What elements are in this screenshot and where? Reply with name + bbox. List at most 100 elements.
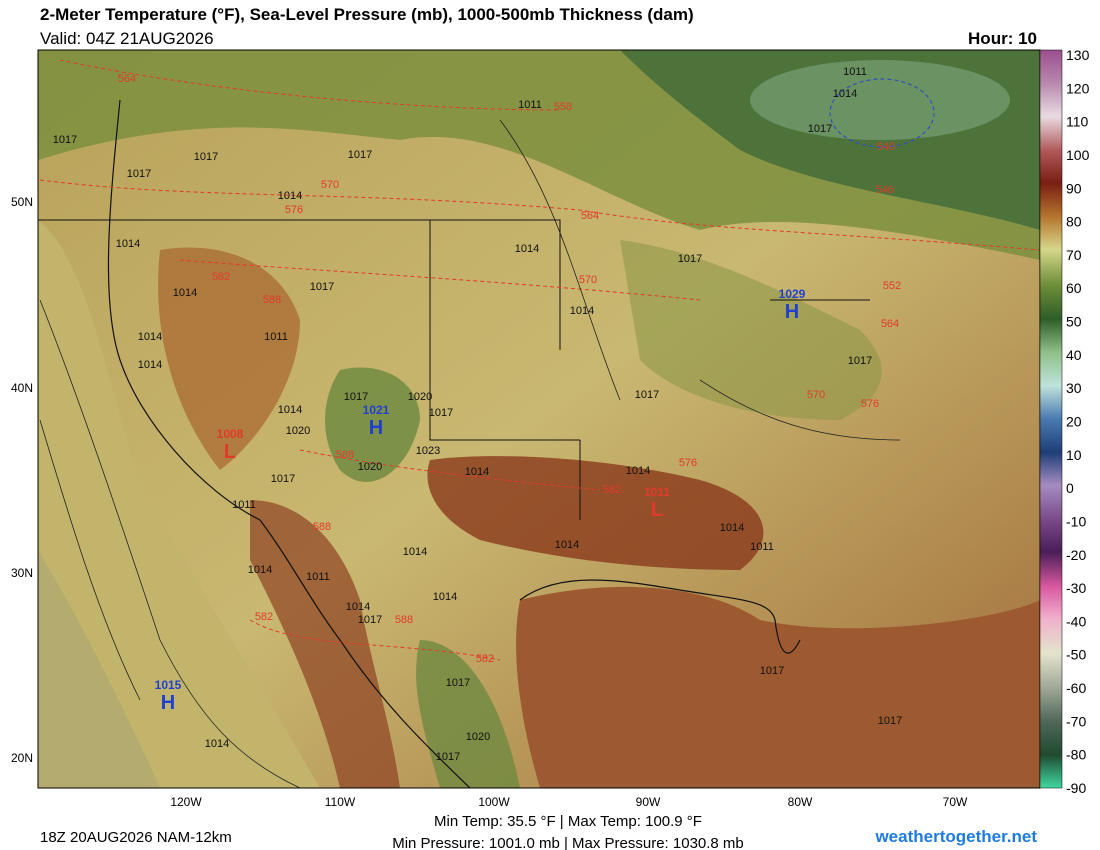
rockies-cool-region <box>325 367 420 482</box>
center-letter: L <box>651 499 663 521</box>
pressure-label: 1017 <box>344 391 368 403</box>
pressure-label: 1014 <box>173 287 197 299</box>
pressure-label: 1014 <box>403 546 427 558</box>
center-letter: H <box>369 417 383 439</box>
model-run: 18Z 20AUG2026 NAM-12km <box>40 829 232 846</box>
pressure-label: 1014 <box>555 539 579 551</box>
valid-time: Valid: 04Z 21AUG2026 <box>40 29 214 48</box>
map-area <box>38 50 1040 788</box>
colorbar-label: -80 <box>1066 747 1086 763</box>
colorbar-label: 80 <box>1066 214 1082 230</box>
thickness-label: 540 <box>877 141 895 153</box>
pressure-label: 1014 <box>570 305 594 317</box>
pressure-label: 1017 <box>310 281 334 293</box>
latitude-label: 30N <box>11 566 33 580</box>
thickness-label: 564 <box>118 73 136 85</box>
center-value: 1011 <box>644 485 670 499</box>
pacific-region <box>38 220 320 788</box>
pacific-south <box>38 550 160 788</box>
thickness-label: 588 <box>395 614 413 626</box>
colorbar-label: 60 <box>1066 280 1082 296</box>
pressure-label: 1014 <box>278 190 302 202</box>
colorbar-label: -10 <box>1066 513 1086 529</box>
pressure-label: 1017 <box>760 665 784 677</box>
colorbar-label: 70 <box>1066 247 1082 263</box>
pressure-label: 1020 <box>286 425 310 437</box>
pressure-label: 1014 <box>515 243 539 255</box>
longitude-label: 110W <box>325 795 356 809</box>
pressure-label: 1014 <box>833 88 857 100</box>
mexico-cool-region <box>416 640 520 788</box>
longitude-label: 100W <box>478 795 510 809</box>
center-value: 1015 <box>155 678 182 692</box>
thickness-label: 570 <box>807 389 825 401</box>
thickness-label: 558 <box>554 101 572 113</box>
colorbar-label: 10 <box>1066 447 1082 463</box>
pressure-label: 1014 <box>248 564 272 576</box>
pressure-label: 1017 <box>878 715 902 727</box>
colorbar-label: 120 <box>1066 80 1090 96</box>
pressure-label: 1017 <box>271 473 295 485</box>
thickness-label: 564 <box>581 210 599 222</box>
pressure-label: 1017 <box>194 151 218 163</box>
colorbar <box>1039 49 1063 789</box>
pressure-range: Min Pressure: 1001.0 mb | Max Pressure: … <box>392 835 744 850</box>
pressure-label: 1014 <box>465 466 489 478</box>
border-lines <box>38 219 870 520</box>
pressure-label: 1020 <box>358 461 382 473</box>
pressure-label: 1017 <box>848 355 872 367</box>
center-value: 1029 <box>779 287 806 301</box>
thickness-contours <box>39 59 1040 661</box>
pressure-label: 1011 <box>843 66 867 78</box>
pressure-label: 1017 <box>348 149 372 161</box>
west-hot-region <box>158 247 300 470</box>
thickness-label: 564 <box>881 318 899 330</box>
colorbar-label: -20 <box>1066 547 1086 563</box>
thickness-label: 582 <box>476 653 494 665</box>
pressure-label: 1011 <box>518 99 542 111</box>
site-credit: weathertogether.net <box>874 827 1037 846</box>
pressure-label: 1014 <box>626 465 650 477</box>
thickness-label: 588 <box>263 294 281 306</box>
gulf-coastline <box>519 579 801 654</box>
thickness-label: 576 <box>679 457 697 469</box>
thickness-label: 582 <box>603 484 621 496</box>
temperature-range: Min Temp: 35.5 °F | Max Temp: 100.9 °F <box>434 813 702 830</box>
pressure-label: 1011 <box>750 541 774 553</box>
pressure-label: 1014 <box>346 601 370 613</box>
thickness-label: 570 <box>321 179 339 191</box>
colorbar-label: -30 <box>1066 580 1086 596</box>
pressure-label: 1017 <box>53 134 77 146</box>
center-value: 1021 <box>363 403 390 417</box>
thickness-label: 582 <box>255 611 273 623</box>
colorbar-label: -70 <box>1066 713 1086 729</box>
thickness-label: 570 <box>579 274 597 286</box>
pressure-label: 1014 <box>720 522 744 534</box>
pressure-contours <box>39 119 901 788</box>
closed-thickness-contour <box>829 78 935 148</box>
pressure-label: 1014 <box>205 738 229 750</box>
center-letter: H <box>785 301 799 323</box>
colorbar-label: 110 <box>1066 114 1089 130</box>
colorbar-label: 100 <box>1066 147 1090 163</box>
latitude-label: 50N <box>11 195 33 209</box>
colorbar-label: -90 <box>1066 780 1086 796</box>
thickness-label: 582 <box>212 271 230 283</box>
pressure-label: 1014 <box>138 359 162 371</box>
longitude-label: 70W <box>943 795 968 809</box>
colorbar-label: 130 <box>1066 47 1090 63</box>
coastline <box>107 99 471 788</box>
pressure-label: 1017 <box>127 168 151 180</box>
thickness-label: 588 <box>313 521 331 533</box>
colorbar-label: -40 <box>1066 613 1086 629</box>
thickness-label: 588 <box>336 449 354 461</box>
cool-spot <box>750 60 1010 140</box>
pressure-label: 1014 <box>116 238 140 250</box>
pressure-label: 1020 <box>408 391 432 403</box>
thickness-label: 546 <box>876 184 894 196</box>
pressure-label: 1017 <box>446 677 470 689</box>
longitude-label: 120W <box>170 795 202 809</box>
pressure-label: 1023 <box>416 445 440 457</box>
latitude-label: 20N <box>11 751 33 765</box>
